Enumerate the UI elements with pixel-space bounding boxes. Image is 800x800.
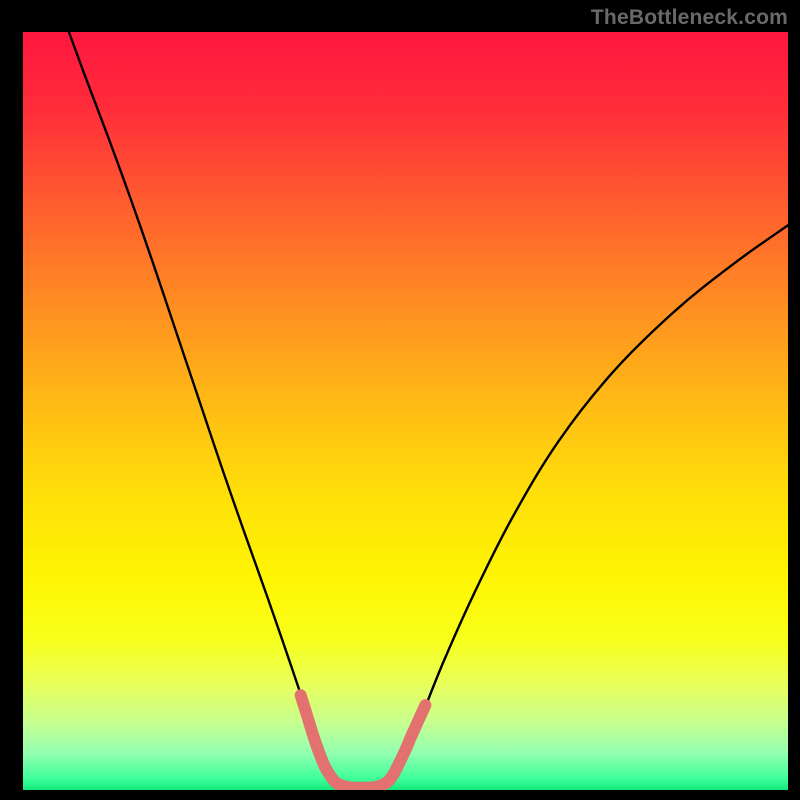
chart-svg (23, 32, 788, 790)
gradient-background (23, 32, 788, 790)
plot-area (23, 32, 788, 790)
watermark-label: TheBottleneck.com (591, 6, 788, 30)
